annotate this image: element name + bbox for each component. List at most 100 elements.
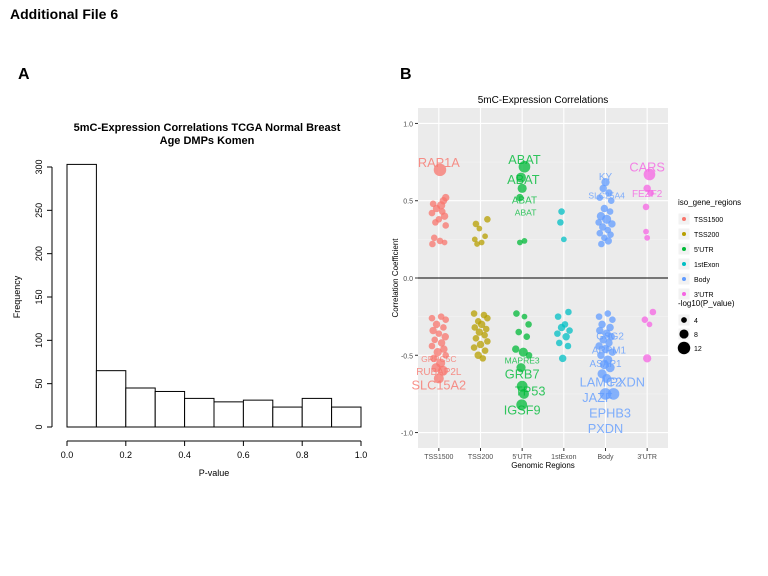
scatter-point: [479, 355, 487, 362]
histogram-x-tick-label: 0.8: [296, 450, 309, 460]
scatter-point: [474, 241, 480, 247]
histogram-y-tick-label: 250: [34, 203, 44, 218]
scatter-point: [442, 222, 450, 229]
scatter-point: [471, 324, 479, 331]
legend-color-label: 3'UTR: [694, 292, 714, 299]
legend-color-swatch: [682, 262, 686, 266]
scatter-y-tick-label: -1.0: [401, 431, 413, 438]
gene-annotation-label: ARPM1: [592, 345, 627, 356]
scatter-point: [525, 321, 532, 328]
panel-a-label: A: [18, 66, 30, 83]
scatter-point: [478, 239, 485, 246]
scatter-point: [432, 320, 441, 329]
legend-color-swatch: [682, 292, 686, 296]
scatter-point: [428, 314, 436, 322]
scatter-y-tick-label: -0.5: [401, 353, 413, 360]
histogram-y-tick-label: 200: [34, 246, 44, 261]
scatter-point: [609, 316, 616, 324]
gene-annotation-label: FEZF2: [632, 189, 663, 200]
scatter-point: [470, 310, 478, 317]
scatter-point: [471, 236, 478, 243]
scatter-point: [476, 225, 483, 232]
scatter-point: [607, 333, 615, 341]
scatter-point: [515, 328, 523, 336]
gene-annotation-label: ABAT: [515, 207, 537, 217]
scatter-point: [482, 233, 488, 240]
scatter-point: [516, 172, 527, 183]
gene-annotation-label: GRB7: [505, 367, 540, 382]
scatter-point: [649, 308, 657, 316]
scatter-point: [433, 348, 442, 357]
scatter-point: [440, 212, 449, 220]
scatter-point: [565, 308, 572, 316]
scatter-x-tick-label: 5'UTR: [512, 454, 532, 461]
scatter-point: [482, 325, 490, 333]
scatter-y-tick-label: 1.0: [403, 121, 413, 128]
scatter-point: [433, 373, 444, 384]
legend-color-label: Body: [694, 277, 710, 284]
legend-color-label: TSS200: [694, 232, 719, 239]
histogram-bar: [213, 401, 244, 428]
scatter-point: [513, 310, 520, 317]
scatter-point: [643, 168, 656, 181]
scatter-point: [518, 347, 528, 357]
scatter-point: [554, 330, 561, 337]
panel-b-label: B: [400, 66, 412, 83]
scatter-point: [564, 342, 572, 350]
scatter-point: [516, 239, 523, 246]
scatter-x-tick-label: 3'UTR: [637, 454, 657, 461]
scatter-x-tick-label: Body: [598, 454, 614, 461]
scatter-point: [442, 316, 450, 324]
scatter-point: [644, 234, 651, 241]
histogram-title-line2: Age DMPs Komen: [160, 135, 255, 147]
histogram-bar: [242, 399, 274, 428]
scatter-point: [470, 344, 478, 351]
histogram-x-tick-label: 0.6: [237, 450, 250, 460]
histogram-x-tick-label: 0.2: [120, 450, 133, 460]
gene-annotation-label: SLC25A4: [588, 190, 625, 200]
scatter-point: [595, 313, 603, 320]
scatter-point: [607, 388, 620, 400]
scatter-point: [560, 236, 567, 243]
legend-color-label: 1stExon: [694, 262, 719, 269]
histogram-bar: [184, 397, 215, 428]
scatter-point: [517, 183, 527, 193]
scatter-point: [484, 314, 491, 322]
scatter-point: [481, 347, 489, 354]
scatter-point: [608, 220, 616, 228]
legend-size-swatch: [679, 329, 689, 339]
histogram-y-axis-label: Frequency: [12, 275, 22, 318]
scatter-point: [481, 331, 488, 339]
scatter-point: [643, 354, 652, 363]
gene-annotation-label: JAZF: [582, 390, 613, 405]
scatter-point: [512, 345, 520, 353]
gene-annotation-label: PXDN: [610, 374, 645, 389]
scatter-x-tick-label: TSS1500: [424, 454, 453, 461]
scatter-point: [558, 208, 565, 215]
scatter-point: [596, 229, 604, 237]
scatter-point: [602, 373, 612, 384]
scatter-point: [516, 399, 528, 411]
scatter-point: [599, 223, 607, 231]
scatter-point: [440, 345, 448, 353]
scatter-point: [608, 348, 617, 356]
scatter-point: [484, 338, 491, 345]
legend-size-label: 4: [694, 318, 698, 325]
histogram-bar: [331, 406, 362, 428]
gene-annotation-label: IGSF9: [504, 402, 541, 417]
scatter-point: [555, 339, 563, 347]
scatter-y-tick-label: 0.0: [403, 276, 413, 283]
page-title: Additional File 6: [10, 6, 119, 22]
scatter-point: [521, 313, 528, 320]
scatter-point: [437, 339, 446, 347]
scatter-point: [557, 219, 564, 226]
histogram-x-tick-label: 0.4: [178, 450, 191, 460]
histogram-bar: [301, 397, 333, 428]
gene-annotation-label: CARS: [629, 160, 664, 175]
scatter-point: [604, 237, 612, 245]
gene-annotation-label: RAP1A: [418, 155, 460, 170]
histogram-y-tick-label: 150: [34, 289, 44, 304]
scatter-y-axis-label: Correlation Coefficient: [391, 238, 400, 318]
gene-annotation-label: SLC15A2: [412, 378, 467, 393]
